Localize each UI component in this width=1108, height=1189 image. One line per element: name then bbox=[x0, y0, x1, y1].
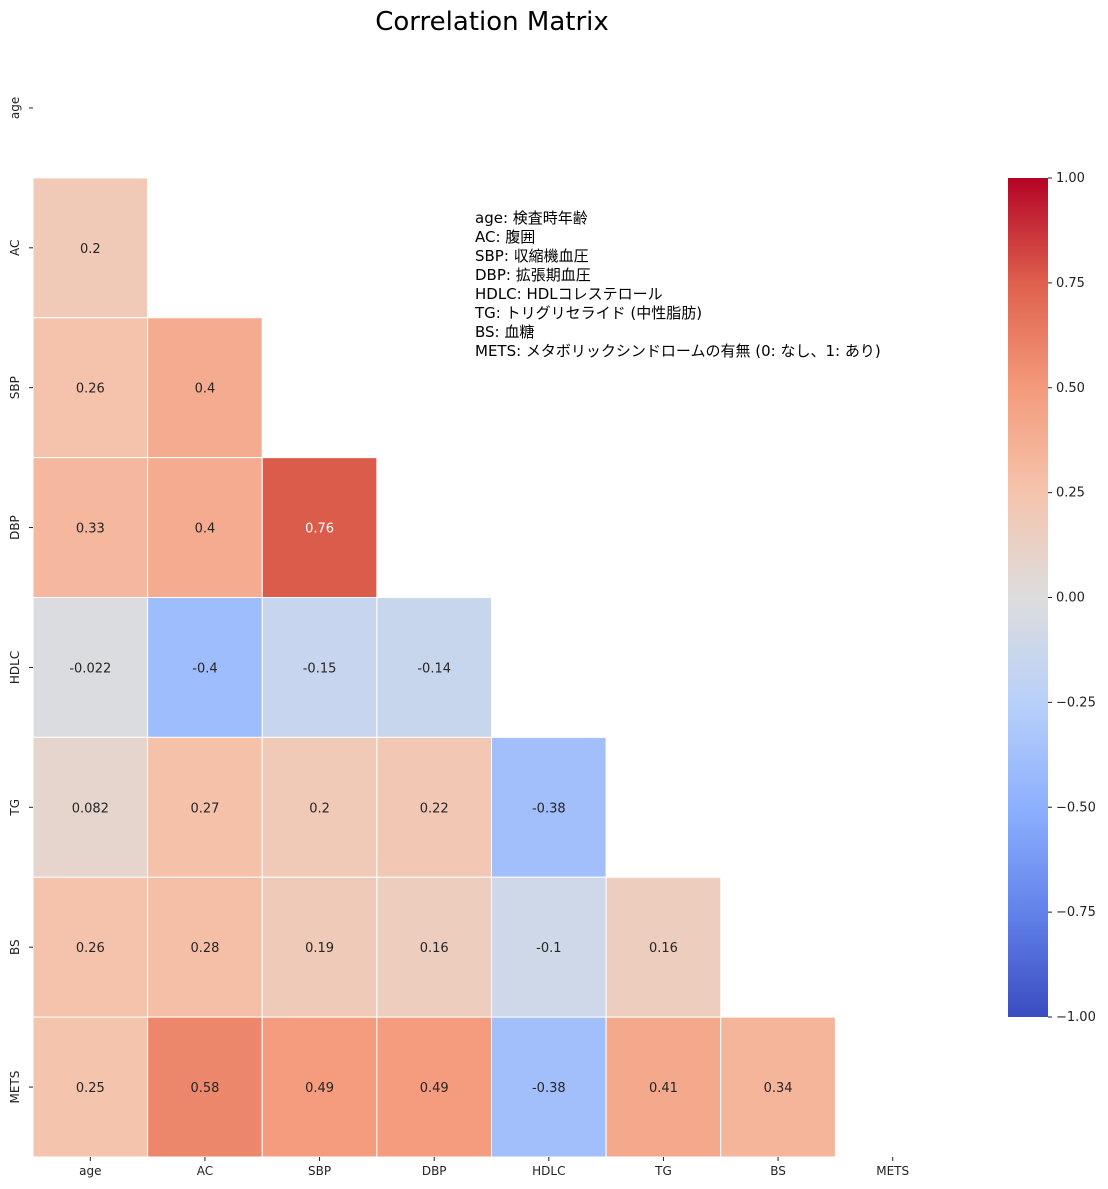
cell-value-label-METS-HDLC: -0.38 bbox=[532, 1081, 566, 1096]
heatmap-cell-METS-DBP bbox=[376, 1016, 492, 1158]
colorbar-gradient bbox=[1008, 178, 1048, 1017]
x-tick-label-SBP: SBP bbox=[308, 1164, 331, 1178]
variable-legend-line: AC: 腹囲 bbox=[475, 228, 535, 246]
cell-value-label-METS-SBP: 0.49 bbox=[305, 1081, 334, 1096]
colorbar-tick-label: −0.75 bbox=[1056, 905, 1096, 920]
variable-legend-line: age: 検査時年齢 bbox=[475, 209, 588, 227]
x-tick-label-METS: METS bbox=[876, 1164, 909, 1178]
heatmap-cell-AC-age bbox=[32, 177, 149, 319]
variable-legend-line: TG: トリグリセライド (中性脂肪) bbox=[474, 304, 702, 322]
cell-value-label-TG-AC: 0.27 bbox=[190, 801, 219, 816]
heatmap-cell-TG-DBP bbox=[376, 736, 492, 878]
cell-value-label-SBP-AC: 0.4 bbox=[195, 382, 216, 397]
variable-legend-line: HDLC: HDLコレステロール bbox=[475, 285, 663, 303]
y-tick-label-AC: AC bbox=[8, 240, 22, 256]
cell-value-label-METS-DBP: 0.49 bbox=[420, 1081, 449, 1096]
cell-value-label-BS-AC: 0.28 bbox=[190, 941, 219, 956]
cell-value-label-TG-age: 0.082 bbox=[72, 801, 109, 816]
heatmap-cell-METS-age bbox=[32, 1016, 149, 1158]
cell-value-label-BS-TG: 0.16 bbox=[649, 941, 678, 956]
variable-legend-line: METS: メタボリックシンドロームの有無 (0: なし、1: あり) bbox=[475, 342, 881, 360]
colorbar-tick-label: 1.00 bbox=[1056, 171, 1085, 186]
cell-value-label-METS-TG: 0.41 bbox=[649, 1081, 678, 1096]
cell-value-label-TG-HDLC: -0.38 bbox=[532, 801, 566, 816]
cell-value-label-BS-HDLC: -0.1 bbox=[536, 941, 561, 956]
x-tick-label-age: age bbox=[79, 1164, 101, 1178]
cell-value-label-BS-SBP: 0.19 bbox=[305, 941, 334, 956]
cell-value-label-BS-DBP: 0.16 bbox=[420, 941, 449, 956]
cell-value-label-DBP-AC: 0.4 bbox=[195, 522, 216, 537]
colorbar-tick-label: 0.75 bbox=[1056, 276, 1085, 291]
y-tick-label-SBP: SBP bbox=[8, 376, 22, 399]
cell-value-label-TG-DBP: 0.22 bbox=[420, 801, 449, 816]
variable-legend-line: DBP: 拡張期血圧 bbox=[475, 266, 591, 284]
x-tick-label-BS: BS bbox=[770, 1164, 786, 1178]
cell-value-label-SBP-age: 0.26 bbox=[76, 382, 105, 397]
chart-title: Correlation Matrix bbox=[375, 7, 609, 37]
cell-value-label-HDLC-DBP: -0.14 bbox=[417, 661, 451, 676]
heatmap-cell-TG-HDLC bbox=[491, 736, 607, 878]
y-tick-label-METS: METS bbox=[8, 1071, 22, 1104]
heatmap-cell-BS-TG bbox=[605, 876, 722, 1018]
heatmap-cell-METS-BS bbox=[720, 1016, 836, 1158]
x-tick-label-TG: TG bbox=[654, 1164, 672, 1178]
heatmap-cell-METS-AC bbox=[147, 1016, 263, 1158]
cell-value-label-DBP-SBP: 0.76 bbox=[305, 522, 334, 537]
colorbar-tick-label: 0.50 bbox=[1056, 381, 1085, 396]
cell-value-label-METS-age: 0.25 bbox=[76, 1081, 105, 1096]
heatmap-cell-BS-AC bbox=[147, 876, 263, 1018]
heatmap-cell-TG-AC bbox=[147, 736, 263, 878]
y-tick-label-age: age bbox=[8, 97, 22, 119]
heatmap-cell-SBP-AC bbox=[147, 317, 263, 459]
y-tick-label-HDLC: HDLC bbox=[8, 651, 22, 684]
y-tick-label-TG: TG bbox=[8, 799, 22, 817]
variable-legend-line: BS: 血糖 bbox=[475, 323, 534, 341]
cell-value-label-METS-BS: 0.34 bbox=[764, 1081, 793, 1096]
cell-value-label-AC-age: 0.2 bbox=[80, 242, 101, 257]
y-tick-label-DBP: DBP bbox=[8, 515, 22, 540]
heatmap-cell-SBP-age bbox=[32, 317, 149, 459]
heatmap-cell-DBP-SBP bbox=[261, 457, 378, 598]
colorbar-tick-label: −0.25 bbox=[1056, 695, 1096, 710]
cell-value-label-DBP-age: 0.33 bbox=[76, 522, 105, 537]
x-tick-label-HDLC: HDLC bbox=[532, 1164, 565, 1178]
colorbar-tick-label: −0.50 bbox=[1056, 800, 1096, 815]
y-tick-label-BS: BS bbox=[8, 939, 22, 955]
x-tick-label-AC: AC bbox=[197, 1164, 213, 1178]
y-axis-tick-labels: age AC SBP DBP HDLC TG BS METS bbox=[8, 97, 33, 1104]
cell-value-label-HDLC-AC: -0.4 bbox=[192, 661, 217, 676]
heatmap-cell-BS-SBP bbox=[261, 876, 378, 1018]
cell-value-label-HDLC-SBP: -0.15 bbox=[303, 661, 337, 676]
colorbar-tick-label: 0.25 bbox=[1056, 486, 1085, 501]
variable-legend-line: SBP: 収縮機血圧 bbox=[475, 247, 589, 265]
colorbar-tick-label: −1.00 bbox=[1056, 1010, 1096, 1025]
x-tick-label-DBP: DBP bbox=[422, 1164, 447, 1178]
heatmap-cell-BS-HDLC bbox=[491, 876, 607, 1018]
heatmap-cell-DBP-age bbox=[32, 457, 149, 598]
colorbar-tick-label: 0.00 bbox=[1056, 591, 1085, 606]
heatmap-cell-DBP-AC bbox=[147, 457, 263, 598]
cell-value-label-METS-AC: 0.58 bbox=[190, 1081, 219, 1096]
colorbar: 1.00 0.75 0.50 0.25 0.00 −0.25 −0.50 −0.75 −1.00 bbox=[1008, 171, 1096, 1025]
cell-value-label-BS-age: 0.26 bbox=[76, 941, 105, 956]
x-axis-tick-labels: age AC SBP DBP HDLC TG BS METS bbox=[79, 1157, 909, 1178]
heatmap-cells: 0.2 0.26 0.4 0.33 0.4 0.76 -0.022 -0.4 -0.15 -0.1… bbox=[32, 177, 836, 1158]
heatmap-cell-METS-TG bbox=[605, 1016, 722, 1158]
cell-value-label-HDLC-age: -0.022 bbox=[69, 661, 111, 676]
cell-value-label-TG-SBP: 0.2 bbox=[309, 801, 330, 816]
heatmap-cell-TG-SBP bbox=[261, 736, 378, 878]
heatmap-cell-HDLC-DBP bbox=[376, 597, 492, 738]
heatmap-cell-BS-DBP bbox=[376, 876, 492, 1018]
heatmap-cell-HDLC-AC bbox=[147, 597, 263, 738]
